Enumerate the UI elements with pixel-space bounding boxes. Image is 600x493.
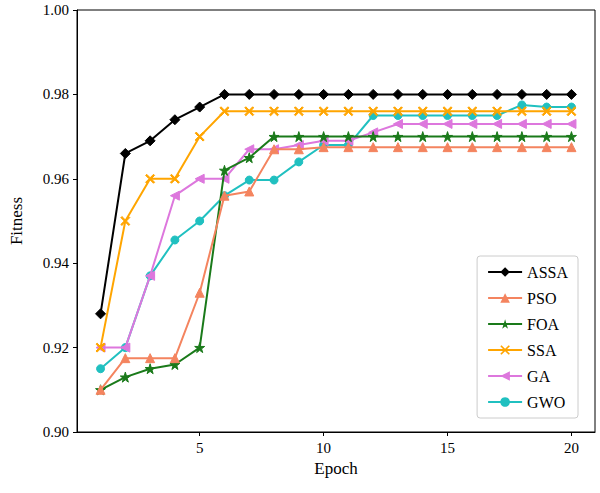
svg-text:GA: GA (527, 368, 551, 385)
svg-text:5: 5 (196, 440, 204, 456)
svg-text:Fitness: Fitness (7, 197, 26, 245)
svg-text:0.92: 0.92 (43, 340, 69, 356)
svg-text:Epoch: Epoch (314, 459, 358, 478)
svg-text:GWO: GWO (527, 394, 565, 411)
svg-text:0.98: 0.98 (43, 86, 69, 102)
svg-text:1.00: 1.00 (43, 2, 69, 18)
svg-text:0.94: 0.94 (43, 255, 70, 271)
svg-text:15: 15 (440, 440, 455, 456)
svg-text:0.96: 0.96 (43, 171, 70, 187)
svg-text:SSA: SSA (527, 342, 557, 359)
svg-text:10: 10 (316, 440, 331, 456)
svg-text:0.90: 0.90 (43, 424, 69, 440)
svg-text:ASSA: ASSA (527, 264, 568, 281)
svg-text:FOA: FOA (527, 316, 559, 333)
svg-text:PSO: PSO (527, 290, 556, 307)
svg-text:20: 20 (564, 440, 579, 456)
